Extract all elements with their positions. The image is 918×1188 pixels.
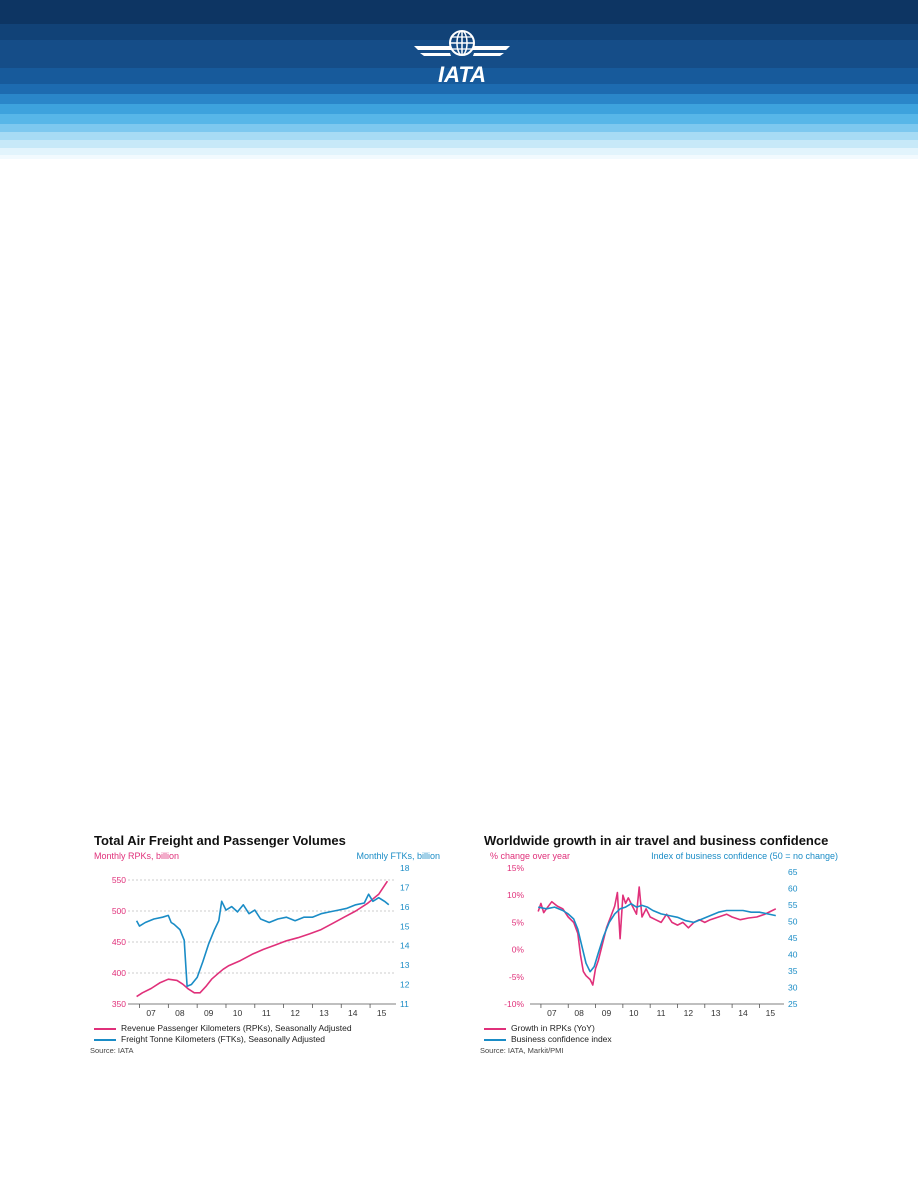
source-note: Source: IATA, Markit/PMI: [480, 1046, 564, 1055]
y-right-tick-label: 45: [788, 933, 798, 943]
x-tick-label: 15: [377, 1008, 387, 1018]
x-tick-label: 11: [262, 1008, 271, 1018]
y-left-tick-label: 350: [112, 999, 126, 1009]
x-tick-label: 10: [233, 1008, 243, 1018]
banner-stripe: [0, 104, 918, 114]
legend-item: Revenue Passenger Kilometers (RPKs), Sea…: [94, 1023, 352, 1033]
chart-title: Worldwide growth in air travel and busin…: [484, 833, 829, 848]
x-tick-label: 15: [766, 1008, 776, 1018]
y-right-tick-label: 11: [400, 999, 409, 1009]
y-right-tick-label: 18: [400, 863, 410, 873]
legend-swatch: [94, 1027, 116, 1030]
chart-plot: 550 500 450 400 350 18 17 16 15 14 13 12 11 07 08 09 10 1…: [112, 863, 410, 1018]
x-tick-label: 09: [602, 1008, 612, 1018]
y-left-tick-label: -10%: [504, 999, 524, 1009]
series-line-secondary: [135, 893, 390, 988]
banner-stripe: [0, 84, 918, 94]
banner-stripe: [0, 94, 918, 104]
y-left-tick-label: 10%: [507, 890, 524, 900]
legend-item: Growth in RPKs (YoY): [484, 1023, 595, 1033]
y-left-unit-label: Monthly RPKs, billion: [94, 851, 180, 861]
legend-item: Business confidence index: [484, 1034, 612, 1044]
banner-stripe: [0, 124, 918, 132]
legend-swatch: [484, 1038, 506, 1041]
chart-title: Total Air Freight and Passenger Volumes: [94, 833, 346, 848]
y-left-tick-label: -5%: [509, 972, 525, 982]
header-banner: IATA: [0, 0, 918, 165]
y-right-tick-label: 25: [788, 999, 798, 1009]
banner-stripe: [0, 114, 918, 124]
logo-text: IATA: [438, 62, 486, 87]
y-right-tick-label: 15: [400, 921, 410, 931]
y-right-unit-label: Monthly FTKs, billion: [356, 851, 440, 861]
banner-stripe: [0, 0, 918, 24]
x-tick-label: 07: [146, 1008, 156, 1018]
y-right-tick-label: 13: [400, 960, 410, 970]
legend-item: Freight Tonne Kilometers (FTKs), Seasona…: [94, 1034, 325, 1044]
x-tick-label: 09: [204, 1008, 214, 1018]
series-line-primary: [537, 886, 777, 986]
legend-label: Freight Tonne Kilometers (FTKs), Seasona…: [121, 1034, 325, 1044]
x-tick-label: 14: [738, 1008, 748, 1018]
iata-logo: IATA: [414, 30, 510, 87]
y-left-tick-label: 15%: [507, 863, 524, 873]
x-tick-label: 12: [290, 1008, 300, 1018]
x-tick-label: 11: [657, 1008, 666, 1018]
x-tick-label: 12: [684, 1008, 694, 1018]
y-right-tick-label: 30: [788, 983, 798, 993]
source-note: Source: IATA: [90, 1046, 134, 1055]
y-right-tick-label: 35: [788, 966, 798, 976]
y-right-tick-label: 16: [400, 902, 410, 912]
x-tick-label: 07: [547, 1008, 557, 1018]
y-right-tick-label: 17: [400, 882, 410, 892]
y-right-tick-label: 14: [400, 941, 410, 951]
y-right-tick-label: 60: [788, 884, 798, 894]
y-left-tick-label: 550: [112, 875, 126, 885]
y-right-unit-label: Index of business confidence (50 = no ch…: [651, 851, 838, 861]
banner-stripe: [0, 68, 918, 84]
x-tick-label: 08: [574, 1008, 584, 1018]
banner-stripe: [0, 140, 918, 148]
y-left-tick-label: 450: [112, 937, 126, 947]
y-left-tick-label: 0%: [512, 945, 525, 955]
legend-label: Growth in RPKs (YoY): [511, 1023, 595, 1033]
x-tick-label: 13: [711, 1008, 721, 1018]
y-right-tick-label: 12: [400, 980, 410, 990]
x-tick-label: 14: [348, 1008, 358, 1018]
y-right-tick-label: 55: [788, 900, 798, 910]
chart-growth-confidence: Worldwide growth in air travel and busin…: [478, 828, 838, 1068]
y-right-tick-label: 40: [788, 950, 798, 960]
x-tick-label: 13: [319, 1008, 329, 1018]
x-tick-label: 10: [629, 1008, 639, 1018]
chart-freight-passenger: Total Air Freight and Passenger Volumes …: [88, 828, 448, 1068]
y-left-unit-label: % change over year: [490, 851, 571, 861]
legend-label: Revenue Passenger Kilometers (RPKs), Sea…: [121, 1023, 352, 1033]
legend-label: Business confidence index: [511, 1034, 612, 1044]
y-left-tick-label: 5%: [512, 917, 525, 927]
banner-stripe: [0, 148, 918, 155]
y-right-tick-label: 65: [788, 867, 798, 877]
banner-stripe: [0, 132, 918, 140]
banner-stripe: [0, 155, 918, 159]
x-tick-label: 08: [175, 1008, 185, 1018]
y-right-tick-label: 50: [788, 917, 798, 927]
series-line-primary: [136, 880, 389, 998]
legend-swatch: [94, 1038, 116, 1041]
series-line-secondary: [538, 902, 776, 973]
chart-plot: 15% 10% 5% 0% -5% -10% 65 60 55 50 45 40 35 30 25 07 08 0…: [504, 863, 798, 1018]
y-left-tick-label: 500: [112, 906, 126, 916]
legend-swatch: [484, 1027, 506, 1030]
y-left-tick-label: 400: [112, 968, 126, 978]
